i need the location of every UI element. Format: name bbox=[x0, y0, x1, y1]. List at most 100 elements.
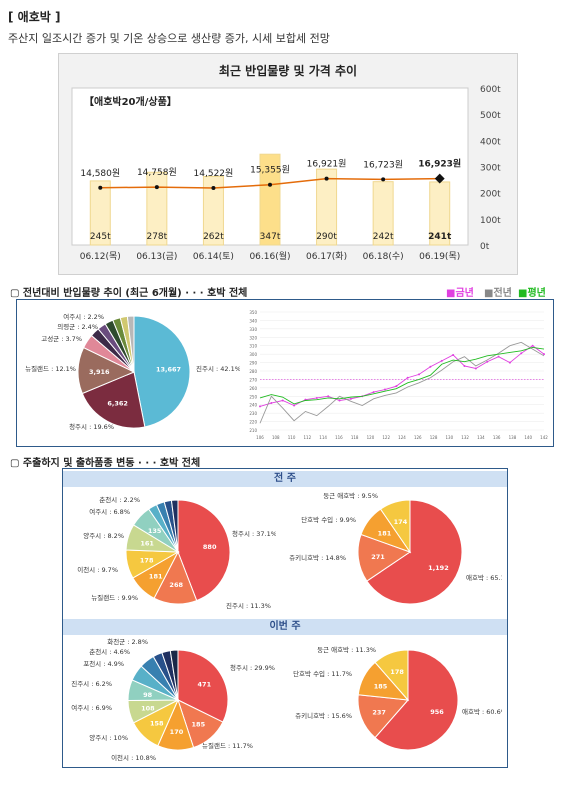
pie-category-label: 여주시 : 2.2% bbox=[63, 312, 104, 321]
price-point bbox=[434, 173, 445, 184]
series-point bbox=[372, 391, 375, 394]
pie-value-label: 880 bbox=[203, 543, 217, 551]
right-tick-label: 500t bbox=[480, 111, 501, 121]
y-tick-label: 230 bbox=[249, 411, 257, 416]
series-point bbox=[543, 353, 545, 356]
volume-bar-label: 278t bbox=[146, 232, 167, 242]
band-this-week: 이번 주 bbox=[63, 619, 507, 635]
pie-category-label: 단호박 수입 : 11.7% bbox=[293, 669, 352, 678]
pie-category-label: 여주시 : 6.8% bbox=[89, 507, 130, 516]
series-point bbox=[497, 355, 500, 358]
section-trend-title: ▢ 전년대비 반입물량 추이 (최근 6개월) · · · 호박 전체 bbox=[10, 288, 248, 299]
pie-category-label: 뉴질랜드 : 9.9% bbox=[91, 593, 138, 602]
x-tick-label: 136 bbox=[493, 435, 501, 440]
y-tick-label: 220 bbox=[249, 420, 257, 425]
y-tick-label: 320 bbox=[249, 335, 257, 340]
x-tick-label: 140 bbox=[524, 435, 532, 440]
pie-slice bbox=[133, 315, 191, 428]
chart-title: 최근 반입물량 및 가격 추이 bbox=[219, 63, 357, 78]
volume-bar-label: 347t bbox=[260, 232, 281, 242]
y-tick-label: 290 bbox=[249, 361, 257, 366]
pie-slice bbox=[177, 499, 231, 602]
series-point bbox=[349, 397, 352, 400]
pie-value-label: 158 bbox=[150, 720, 164, 728]
price-data-label: 15,355원 bbox=[250, 165, 290, 176]
volume-bar-label: 241t bbox=[428, 232, 452, 242]
pie-slice bbox=[374, 649, 409, 702]
y-tick-label: 240 bbox=[249, 403, 257, 408]
pie-slice bbox=[379, 499, 411, 554]
x-tick-label: 06.19(목) bbox=[419, 251, 460, 262]
series-line bbox=[259, 341, 545, 424]
pie-value-label: 181 bbox=[149, 572, 163, 580]
pie-category-label: 춘천시 : 2.2% bbox=[99, 495, 140, 504]
x-tick-label: 106 bbox=[256, 435, 264, 440]
pie-category-label: 둥근 애호박 : 11.3% bbox=[317, 645, 376, 654]
pie-value-label: 181 bbox=[378, 529, 392, 537]
pie-category-label: 뉴질랜드 : 12.1% bbox=[25, 364, 76, 373]
pie-category-label: 단호박 수입 : 9.9% bbox=[301, 515, 356, 524]
pie-slice bbox=[81, 371, 146, 429]
pie-category-label: 애호박 : 65.1% bbox=[466, 573, 502, 582]
pie-value-label: 13,667 bbox=[156, 366, 181, 374]
x-tick-label: 06.16(월) bbox=[249, 250, 290, 262]
yoy-volume-line-chart: 350 340 330 320 310 300 290 280 270 260 250 240 230 2… bbox=[249, 310, 548, 440]
series-point bbox=[508, 361, 511, 364]
pie-category-label: 고성군 : 3.7% bbox=[41, 334, 82, 343]
pie-value-label: 956 bbox=[430, 708, 444, 716]
pie-slice bbox=[366, 499, 463, 605]
right-tick-label: 0t bbox=[480, 242, 490, 252]
x-tick-label: 06.12(목) bbox=[80, 251, 121, 262]
volume-bar-label: 290t bbox=[316, 232, 337, 242]
series-point bbox=[259, 405, 261, 408]
x-tick-label: 124 bbox=[398, 435, 406, 440]
pie-value-label: 185 bbox=[192, 720, 206, 728]
y-tick-label: 340 bbox=[249, 318, 257, 323]
series-point bbox=[315, 396, 318, 399]
series-point bbox=[474, 367, 477, 370]
x-tick-label: 120 bbox=[367, 435, 375, 440]
volume-bar-label: 262t bbox=[203, 232, 224, 242]
series-point bbox=[293, 404, 296, 407]
x-tick-label: 132 bbox=[461, 435, 469, 440]
volume-bar bbox=[146, 171, 168, 246]
pie-category-label: 의령군 : 2.4% bbox=[57, 322, 98, 331]
pie-value-label: 268 bbox=[169, 581, 183, 589]
pie-category-label: 둥근 애호박 : 9.5% bbox=[323, 491, 378, 500]
right-tick-label: 200t bbox=[480, 190, 501, 200]
x-tick-label: 06.17(화) bbox=[306, 251, 347, 262]
pie-category-label: 양주시 : 8.2% bbox=[83, 532, 124, 540]
series-point bbox=[440, 359, 443, 362]
pie-category-label: 진주시 : 11.3% bbox=[226, 601, 271, 610]
pie-value-label: 98 bbox=[143, 691, 153, 699]
trend-frame bbox=[16, 299, 554, 447]
pie-category-label: 진주시 : 42.1% bbox=[196, 364, 240, 373]
x-tick-label: 108 bbox=[272, 435, 280, 440]
pie-value-label: 471 bbox=[198, 681, 212, 689]
x-tick-label: 130 bbox=[446, 435, 454, 440]
pie-slice bbox=[177, 649, 229, 723]
pie-value-label: 161 bbox=[140, 540, 154, 548]
price-data-label: 16,921원 bbox=[307, 159, 347, 170]
series-point bbox=[531, 344, 534, 347]
series-point bbox=[327, 395, 330, 398]
series-point bbox=[463, 364, 466, 367]
series-line bbox=[259, 345, 545, 407]
y-tick-label: 350 bbox=[249, 310, 257, 315]
section-origin-title: ▢ 주출하지 및 출하품종 변동 · · · 호박 전체 bbox=[10, 458, 201, 469]
y-tick-label: 270 bbox=[249, 377, 257, 382]
this-week-variety-pie: 956 애호박 : 60.6% 237 쥬키니호박 : 15.6% 185 단호박 수입 … bbox=[293, 645, 502, 751]
volume-bar bbox=[316, 168, 338, 246]
pie-value-label: 185 bbox=[374, 683, 388, 691]
pie-category-label: 화천군 : 2.8% bbox=[107, 637, 148, 646]
y-tick-label: 330 bbox=[249, 327, 257, 332]
series-line bbox=[259, 346, 545, 405]
right-tick-label: 100t bbox=[480, 216, 501, 226]
pie-category-label: 춘천시 : 4.6% bbox=[89, 647, 130, 656]
pie-slice bbox=[169, 649, 179, 701]
x-tick-label: 110 bbox=[288, 435, 296, 440]
origin-share-pie: 13,667 진주시 : 42.1% 6,362 청주시 : 19.6% 3,916 뉴질… bbox=[25, 312, 240, 431]
pie-category-label: 청주시 : 19.6% bbox=[69, 423, 114, 431]
legend-prev: ■전년 bbox=[484, 288, 512, 299]
price-point bbox=[211, 186, 216, 191]
